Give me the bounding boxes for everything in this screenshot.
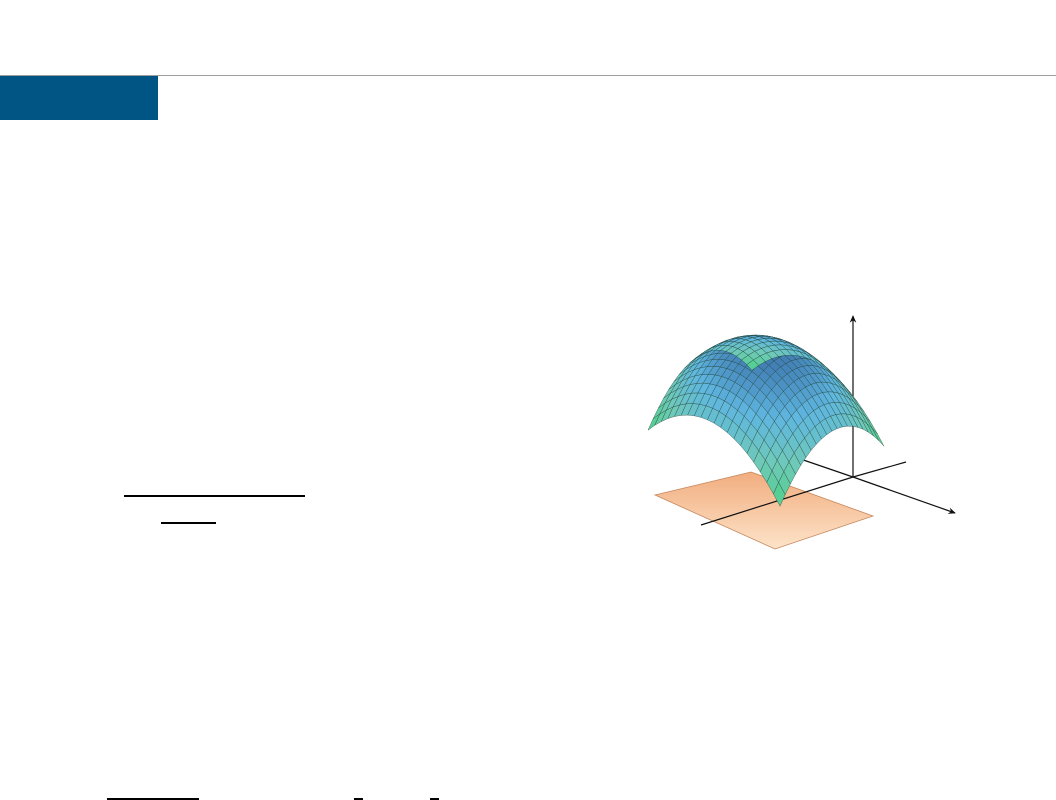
fraction-bar	[354, 798, 363, 800]
surface-patch	[872, 428, 885, 447]
section-tab	[0, 76, 158, 120]
fraction-bar	[107, 798, 199, 800]
fraction-bar	[124, 495, 305, 497]
surface-figure	[647, 315, 956, 550]
header-divider	[0, 75, 1056, 76]
y-axis	[852, 476, 956, 514]
surface-patch	[746, 359, 759, 371]
domain-region	[653, 471, 875, 550]
x-axis-back	[852, 461, 907, 478]
fraction-bar	[430, 798, 439, 800]
fraction-bar	[161, 522, 216, 524]
paraboloid-surface	[647, 334, 885, 507]
